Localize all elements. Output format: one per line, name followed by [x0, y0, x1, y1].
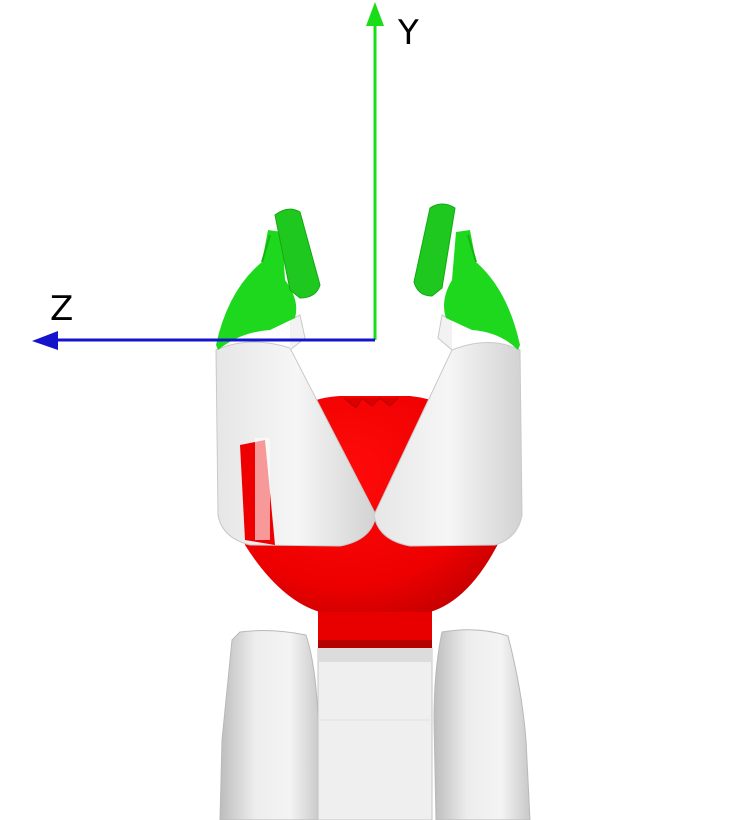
wrist-link — [219, 629, 531, 820]
left-fingertip — [216, 208, 321, 350]
right-finger — [373, 314, 523, 547]
y-axis-label: Y — [397, 13, 419, 53]
right-fingertip — [413, 203, 520, 350]
z-axis-label: Z — [50, 289, 73, 329]
z-axis — [32, 331, 375, 350]
y-axis — [366, 2, 384, 340]
left-finger — [215, 314, 377, 547]
